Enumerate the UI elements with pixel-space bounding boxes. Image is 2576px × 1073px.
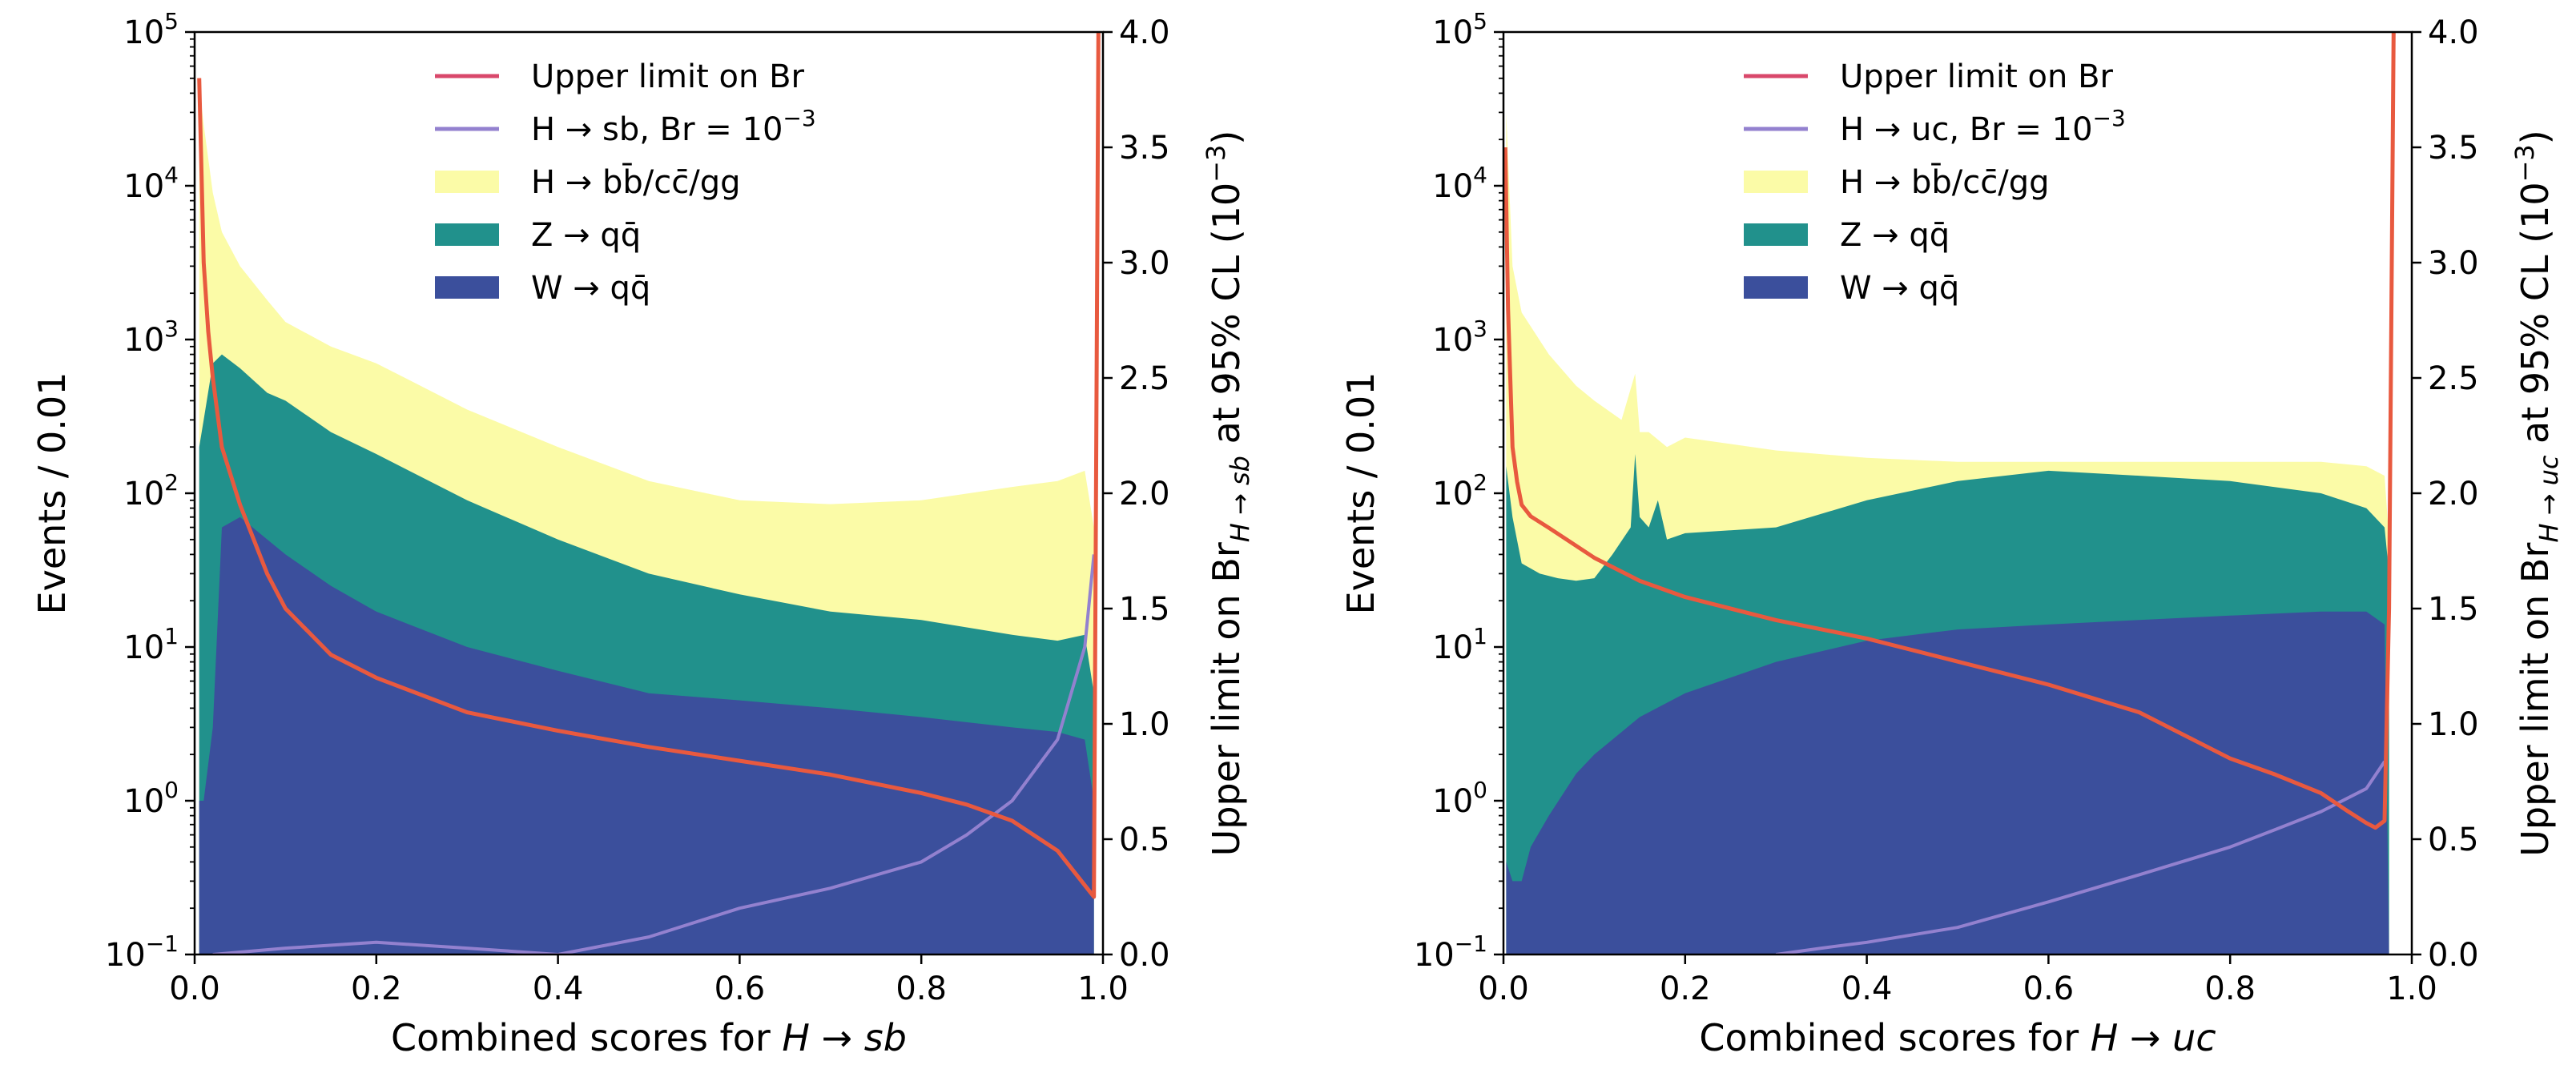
y-axis-label: Events / 0.01 — [30, 372, 74, 615]
y-tick-label: 104 — [123, 162, 179, 205]
y2-tick-label: 2.0 — [1119, 476, 1170, 512]
y-axis-label: Events / 0.01 — [1339, 372, 1383, 615]
y2-tick-label: 3.5 — [1119, 130, 1170, 167]
y2-axis-label: Upper limit on BrH → uc at 95% CL (10−3) — [2510, 130, 2564, 857]
x-tick-label: 0.0 — [1478, 971, 1529, 1007]
x-tick-label: 0.8 — [896, 971, 947, 1007]
legend: Upper limit on Br H → uc, Br = 10−3 H → bb… — [1744, 58, 2126, 307]
area-2 — [199, 516, 1094, 954]
y2-tick-label: 0.5 — [1119, 822, 1170, 858]
y-tick-label: 100 — [1432, 777, 1487, 820]
legend-label-4: W → qq̄ — [531, 270, 650, 307]
legend-label-2: H → bb̄/cc̄/gg — [1840, 163, 2050, 201]
legend-label-3: Z → qq̄ — [1840, 217, 1950, 254]
plot-area — [197, 32, 1101, 954]
line-4 — [1503, 32, 2396, 830]
legend-label-3: Z → qq̄ — [531, 217, 641, 254]
area-2 — [1506, 611, 2389, 954]
y2-tick-label: 0.0 — [1119, 937, 1170, 974]
y2-tick-label: 1.0 — [2428, 706, 2479, 743]
x-tick-label: 0.8 — [2204, 971, 2256, 1007]
legend-swatch-4 — [435, 276, 499, 299]
y-tick-label: 102 — [1432, 469, 1487, 512]
y2-tick-label: 2.0 — [2428, 476, 2479, 512]
legend-swatch-3 — [1744, 223, 1808, 246]
plot-area — [1503, 32, 2396, 954]
y2-tick-label: 2.5 — [2428, 360, 2479, 397]
x-tick-label: 1.0 — [2386, 971, 2437, 1007]
y2-tick-label: 4.0 — [1119, 14, 1170, 51]
y-tick-label: 102 — [123, 469, 179, 512]
legend-label-0: Upper limit on Br — [1840, 58, 2114, 95]
y-tick-label: 103 — [1432, 315, 1487, 359]
y-tick-label: 10−1 — [1414, 930, 1487, 974]
y-tick-label: 103 — [123, 315, 179, 359]
x-axis-label: Combined scores for H → uc — [1699, 1016, 2216, 1059]
y2-tick-label: 4.0 — [2428, 14, 2479, 51]
x-tick-label: 0.2 — [1660, 971, 1711, 1007]
legend-label-1: H → sb, Br = 10−3 — [531, 105, 816, 148]
y2-tick-label: 1.5 — [2428, 591, 2479, 628]
y2-tick-label: 1.5 — [1119, 591, 1170, 628]
legend-swatch-3 — [435, 223, 499, 246]
y2-tick-label: 3.0 — [1119, 245, 1170, 282]
x-tick-label: 0.6 — [714, 971, 766, 1007]
legend-label-4: W → qq̄ — [1840, 270, 1959, 307]
x-tick-label: 0.6 — [2023, 971, 2075, 1007]
legend-swatch-4 — [1744, 276, 1808, 299]
line-4 — [197, 32, 1101, 899]
chart-panel-right: 0.0 0.2 0.4 0.6 0.8 1.0 10−1 100 101 102 103 104 105… — [1339, 8, 2564, 1059]
legend-label-1: H → uc, Br = 10−3 — [1840, 105, 2126, 148]
y2-axis-label: Upper limit on BrH → sb at 95% CL (10−3) — [1201, 131, 1255, 857]
y2-tick-label: 2.5 — [1119, 360, 1170, 397]
x-axis-label: Combined scores for H → sb — [391, 1016, 907, 1059]
y-tick-label: 101 — [123, 623, 179, 666]
line-3 — [212, 554, 1096, 954]
x-tick-label: 0.4 — [533, 971, 584, 1007]
legend-swatch-2 — [1744, 171, 1808, 193]
x-tick-label: 1.0 — [1077, 971, 1129, 1007]
y-tick-label: 100 — [123, 777, 179, 820]
legend: Upper limit on Br H → sb, Br = 10−3 H → bb… — [435, 58, 816, 307]
legend-swatch-2 — [435, 171, 499, 193]
y-tick-label: 104 — [1432, 162, 1487, 205]
y-tick-label: 105 — [1432, 8, 1487, 51]
x-tick-label: 0.4 — [1841, 971, 1893, 1007]
chart-panel-left: 0.0 0.2 0.4 0.6 0.8 1.0 10−1 100 101 102 103 104 105… — [30, 8, 1255, 1059]
legend-label-0: Upper limit on Br — [531, 58, 805, 95]
legend-label-2: H → bb̄/cc̄/gg — [531, 163, 741, 201]
x-tick-label: 0.2 — [351, 971, 402, 1007]
y-tick-label: 10−1 — [105, 930, 179, 974]
y-tick-label: 105 — [123, 8, 179, 51]
y2-tick-label: 1.0 — [1119, 706, 1170, 743]
y2-tick-label: 3.0 — [2428, 245, 2479, 282]
x-tick-label: 0.0 — [169, 971, 220, 1007]
y2-tick-label: 0.5 — [2428, 822, 2479, 858]
y-tick-label: 101 — [1432, 623, 1487, 666]
y2-tick-label: 0.0 — [2428, 937, 2479, 974]
y2-tick-label: 3.5 — [2428, 130, 2479, 167]
